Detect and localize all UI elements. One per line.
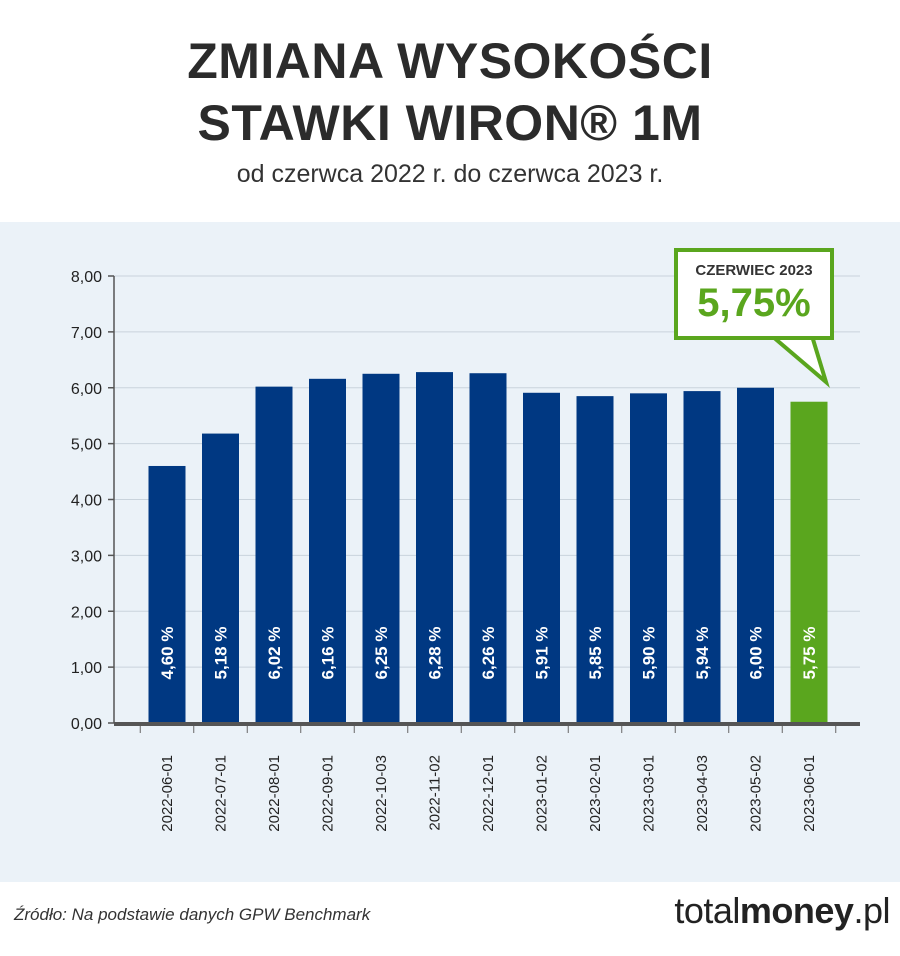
chart-subtitle: od czerwca 2022 r. do czerwca 2023 r. [236,160,664,188]
x-tick-label: 2022-06-01 [159,755,176,832]
source-note: Źródło: Na podstawie danych GPW Benchmar… [14,905,371,924]
bar-data-label: 6,25 % [372,627,391,680]
bar-data-label: 6,16 % [319,627,338,680]
y-tick-label: 8,00 [71,269,102,286]
x-tick-label: 2023-05-02 [748,755,765,832]
bar-data-label: 5,75 % [800,627,819,680]
x-tick-label: 2022-07-01 [213,755,230,832]
x-tick-label: 2023-03-01 [641,755,658,832]
x-tick-label: 2022-12-01 [480,755,497,832]
bar-data-label: 6,00 % [747,627,766,680]
brand-logo: totalmoney.pl [674,890,890,932]
bar [630,393,667,723]
x-tick-label: 2023-02-01 [587,755,604,832]
brand-regular: total [674,890,740,931]
brand-bold: money [739,890,854,931]
bar-data-label: 5,90 % [640,627,659,680]
bar-data-label: 5,91 % [533,627,552,680]
bars: 4,60 % 5,18 % 6,02 % 6,16 % 6,25 % 6,28 % 6,26… [148,372,828,723]
bar-data-label: 5,85 % [586,627,605,680]
y-tick-label: 7,00 [71,325,102,342]
y-tick-label: 2,00 [71,604,102,621]
bar [683,391,721,723]
callout-label: CZERWIEC 2023 [695,262,813,279]
bar-data-label: 6,26 % [479,627,498,680]
x-axis: 2022-06-01 2022-07-01 2022-08-01 2022-09-01… [114,722,860,832]
chart-title-line1: ZMIANA WYSOKOŚCI [187,33,713,89]
y-tick-label: 3,00 [71,548,102,565]
bar [576,396,614,723]
bar-data-label: 4,60 % [158,627,177,680]
bar-data-label: 5,18 % [212,627,231,680]
bar [255,386,293,723]
bar-data-label: 6,28 % [426,627,445,680]
bar [362,373,400,723]
x-tick-label: 2022-09-01 [320,755,337,832]
brand-suffix: .pl [853,890,890,931]
bar [148,465,186,723]
callout-box: CZERWIEC 2023 5,75% [674,248,834,340]
x-tick-label: 2022-10-03 [373,755,390,832]
bar [202,433,239,723]
y-tick-label: 1,00 [71,660,102,677]
y-tick-label: 4,00 [71,493,102,510]
x-tick-label: 2023-04-03 [694,755,711,832]
x-tick-label: 2022-08-01 [266,755,283,832]
y-tick-label: 5,00 [71,437,102,454]
bar-data-label: 6,02 % [265,627,284,680]
bar [309,378,346,723]
bar [523,392,560,723]
bar [790,401,828,723]
bar [416,372,453,723]
callout-pointer [766,334,830,388]
bar-data-label: 5,94 % [693,627,712,680]
x-tick-label: 2023-06-01 [801,755,818,832]
chart-title-line2: STAWKI WIRON® 1M [197,95,703,151]
callout-value: 5,75% [697,281,811,325]
y-tick-label: 0,00 [71,716,102,733]
bar [469,373,507,723]
y-axis: 0,00 1,00 2,00 3,00 4,00 5,00 6,00 7,00 8,00 [71,269,115,733]
x-tick-label: 2022-11-02 [427,755,444,831]
bar [737,387,774,723]
y-tick-label: 6,00 [71,381,102,398]
x-tick-label: 2023-01-02 [534,755,551,832]
